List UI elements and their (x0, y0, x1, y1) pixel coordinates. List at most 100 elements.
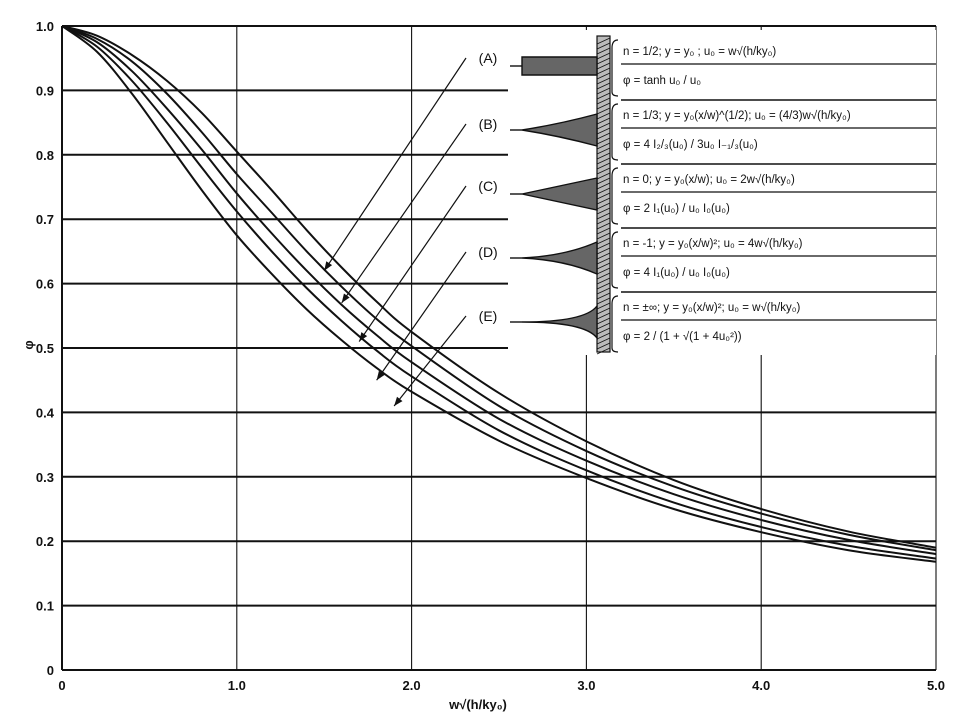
wall-hatch (596, 172, 611, 180)
y-tick-label: 0.9 (36, 83, 54, 98)
pointer-line (323, 57, 467, 272)
x-tick-label: 5.0 (927, 678, 945, 693)
wall-hatch (596, 177, 611, 185)
y-tick-label: 0.5 (36, 341, 54, 356)
legend-entry-line1: n = 1/2; y = y₀ ; u₀ = w√(h/ky₀) (623, 45, 776, 58)
curve-label: (B) (479, 116, 498, 132)
wall-hatch (596, 47, 611, 55)
wall-hatch (596, 207, 611, 215)
wall-hatch (596, 327, 611, 335)
legend-entry-line1: n = 1/3; y = y₀(x/w)^(1/2); u₀ = (4/3)w√… (623, 109, 851, 122)
curve-label: (A) (479, 50, 498, 66)
curve-label: (C) (478, 178, 497, 194)
wall-hatch (596, 317, 611, 325)
pointer-arrowhead (394, 396, 403, 406)
y-tick-label: 0 (47, 663, 54, 678)
curve-label: (D) (478, 244, 497, 260)
wall-hatch (596, 242, 611, 250)
wall-hatch (596, 152, 611, 160)
wall-hatch (596, 272, 611, 280)
curve-pointers: (A) (B) (C) (D) (E) (323, 50, 498, 407)
wall-hatch (596, 197, 611, 205)
wall-hatch (596, 52, 611, 60)
wall-hatch (596, 77, 611, 85)
y-tick-label: 0.4 (36, 405, 55, 420)
wall-hatch (596, 67, 611, 75)
wall-hatch (596, 237, 611, 245)
tick-labels: 0 0.1 0.2 0.3 0.4 0.5 0.6 0.7 0.8 0.9 1.0 0 1.0 2.0 3.… (36, 19, 945, 693)
wall-hatch (596, 97, 611, 105)
wall-hatch (596, 82, 611, 90)
fin-profile (521, 303, 598, 341)
y-tick-label: 0.6 (36, 277, 54, 292)
wall-hatch (596, 277, 611, 285)
wall-hatch (596, 222, 611, 230)
wall-hatch (596, 302, 611, 310)
x-axis-label: w√(h/ky₀) (448, 697, 507, 712)
wall-hatch (596, 107, 611, 115)
wall-hatch (596, 57, 611, 65)
series-line (61, 25, 937, 560)
wall-hatch (596, 217, 611, 225)
wall-hatch (596, 87, 611, 95)
wall-hatch (596, 342, 611, 350)
y-tick-label: 0.7 (36, 212, 54, 227)
wall-hatch (596, 92, 611, 100)
y-tick-label: 1.0 (36, 19, 54, 34)
wall-hatch (596, 232, 611, 240)
wall-hatch (596, 62, 611, 70)
wall-hatch (596, 187, 611, 195)
wall-hatch (596, 147, 611, 155)
pointer-line (341, 123, 467, 304)
wall-hatch (596, 287, 611, 295)
legend-entry-line1: n = -1; y = y₀(x/w)²; u₀ = 4w√(h/ky₀) (623, 237, 803, 250)
wall-hatch (596, 312, 611, 320)
legend-entry-line1: n = 0; y = y₀(x/w); u₀ = 2w√(h/ky₀) (623, 173, 795, 186)
x-tick-label: 1.0 (228, 678, 246, 693)
wall-hatch (596, 247, 611, 255)
series-line (61, 25, 937, 549)
legend-brace (611, 103, 619, 161)
legend: n = 1/2; y = y₀ ; u₀ = w√(h/ky₀) φ = tanh… (508, 30, 936, 355)
wall-hatch (596, 37, 611, 45)
legend-entry-line2: φ = 2 / (1 + √(1 + 4u₀²)) (623, 330, 742, 343)
wall-hatch (596, 162, 611, 170)
x-tick-label: 4.0 (752, 678, 770, 693)
curve-label: (E) (479, 308, 498, 324)
wall-hatch (596, 112, 611, 120)
legend-entry-line2: φ = 2 I₁(u₀) / u₀ I₀(u₀) (623, 203, 730, 215)
wall-hatch (596, 337, 611, 345)
wall-hatch (596, 137, 611, 145)
wall-hatch (596, 192, 611, 200)
wall-hatch (596, 332, 611, 340)
pointer-arrowhead (324, 261, 333, 271)
wall-hatch (596, 292, 611, 300)
wall-hatch (596, 117, 611, 125)
fin-profile (521, 177, 598, 211)
y-tick-label: 0.3 (36, 470, 54, 485)
wall-hatch (596, 282, 611, 290)
x-tick-label: 3.0 (577, 678, 595, 693)
wall-hatch (596, 267, 611, 275)
series-line (61, 25, 937, 552)
wall-hatch (596, 202, 611, 210)
legend-entry-line1: n = ±∞; y = y₀(x/w)²; u₀ = w√(h/ky₀) (623, 301, 800, 314)
legend-entry-line2: φ = tanh u₀ / u₀ (623, 75, 701, 87)
wall-hatch (596, 307, 611, 315)
legend-brace (611, 231, 619, 289)
y-tick-label: 0.2 (36, 534, 54, 549)
pointer-arrowhead (341, 293, 350, 303)
wall-hatch (596, 347, 611, 355)
wall-hatch (596, 102, 611, 110)
legend-brace (611, 39, 619, 97)
wall-hatch (596, 157, 611, 165)
pointer-arrowhead (359, 332, 368, 342)
legend-entry-line2: φ = 4 I₁(u₀) / u₀ I₀(u₀) (623, 267, 730, 279)
wall-hatch (596, 322, 611, 330)
wall-hatch (596, 182, 611, 190)
legend-brace (611, 167, 619, 225)
fin-profile (521, 56, 598, 76)
legend-brace (611, 295, 619, 353)
wall-hatch (596, 132, 611, 140)
